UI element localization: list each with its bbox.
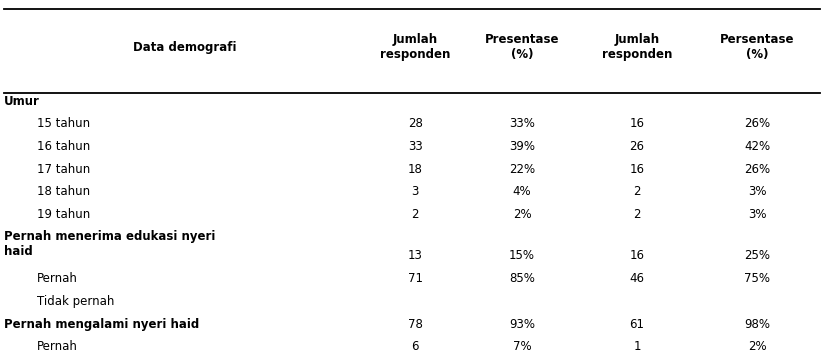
Text: Jumlah
responden: Jumlah responden bbox=[380, 33, 450, 62]
Text: 2: 2 bbox=[411, 208, 419, 221]
Text: 3%: 3% bbox=[748, 208, 767, 221]
Text: 16: 16 bbox=[630, 249, 644, 262]
Text: 1: 1 bbox=[633, 340, 641, 353]
Text: 85%: 85% bbox=[509, 272, 535, 285]
Text: 6: 6 bbox=[411, 340, 419, 353]
Text: 2%: 2% bbox=[513, 208, 531, 221]
Text: 42%: 42% bbox=[745, 140, 770, 153]
Text: Umur: Umur bbox=[4, 95, 40, 108]
Text: 2: 2 bbox=[633, 208, 641, 221]
Text: 33%: 33% bbox=[509, 117, 535, 130]
Text: 2: 2 bbox=[633, 185, 641, 198]
Text: Jumlah
responden: Jumlah responden bbox=[602, 33, 672, 62]
Text: 75%: 75% bbox=[745, 272, 770, 285]
Text: 28: 28 bbox=[408, 117, 423, 130]
Text: 22%: 22% bbox=[509, 163, 535, 175]
Text: 33: 33 bbox=[408, 140, 423, 153]
Text: 78: 78 bbox=[408, 318, 423, 330]
Text: 13: 13 bbox=[408, 249, 423, 262]
Text: 15%: 15% bbox=[509, 249, 535, 262]
Text: 93%: 93% bbox=[509, 318, 535, 330]
Text: 39%: 39% bbox=[509, 140, 535, 153]
Text: Pernah mengalami nyeri haid: Pernah mengalami nyeri haid bbox=[4, 318, 200, 330]
Text: 25%: 25% bbox=[745, 249, 770, 262]
Text: 26: 26 bbox=[630, 140, 644, 153]
Text: 16 tahun: 16 tahun bbox=[37, 140, 90, 153]
Text: 26%: 26% bbox=[745, 163, 770, 175]
Text: 2%: 2% bbox=[748, 340, 767, 353]
Text: 16: 16 bbox=[630, 117, 644, 130]
Text: Pernah: Pernah bbox=[37, 340, 78, 353]
Text: 4%: 4% bbox=[513, 185, 531, 198]
Text: 26%: 26% bbox=[745, 117, 770, 130]
Text: Pernah menerima edukasi nyeri
haid: Pernah menerima edukasi nyeri haid bbox=[4, 230, 215, 258]
Text: Presentase
(%): Presentase (%) bbox=[485, 33, 559, 62]
Text: 15 tahun: 15 tahun bbox=[37, 117, 90, 130]
Text: Persentase
(%): Persentase (%) bbox=[720, 33, 795, 62]
Text: Pernah: Pernah bbox=[37, 272, 78, 285]
Text: 18 tahun: 18 tahun bbox=[37, 185, 90, 198]
Text: 3: 3 bbox=[412, 185, 418, 198]
Text: Data demografi: Data demografi bbox=[133, 41, 237, 54]
Text: 7%: 7% bbox=[513, 340, 531, 353]
Text: 16: 16 bbox=[630, 163, 644, 175]
Text: 19 tahun: 19 tahun bbox=[37, 208, 90, 221]
Text: 61: 61 bbox=[630, 318, 644, 330]
Text: 46: 46 bbox=[630, 272, 644, 285]
Text: 3%: 3% bbox=[748, 185, 767, 198]
Text: Tidak pernah: Tidak pernah bbox=[37, 295, 114, 308]
Text: 71: 71 bbox=[408, 272, 423, 285]
Text: 17 tahun: 17 tahun bbox=[37, 163, 90, 175]
Text: 98%: 98% bbox=[745, 318, 770, 330]
Text: 18: 18 bbox=[408, 163, 423, 175]
